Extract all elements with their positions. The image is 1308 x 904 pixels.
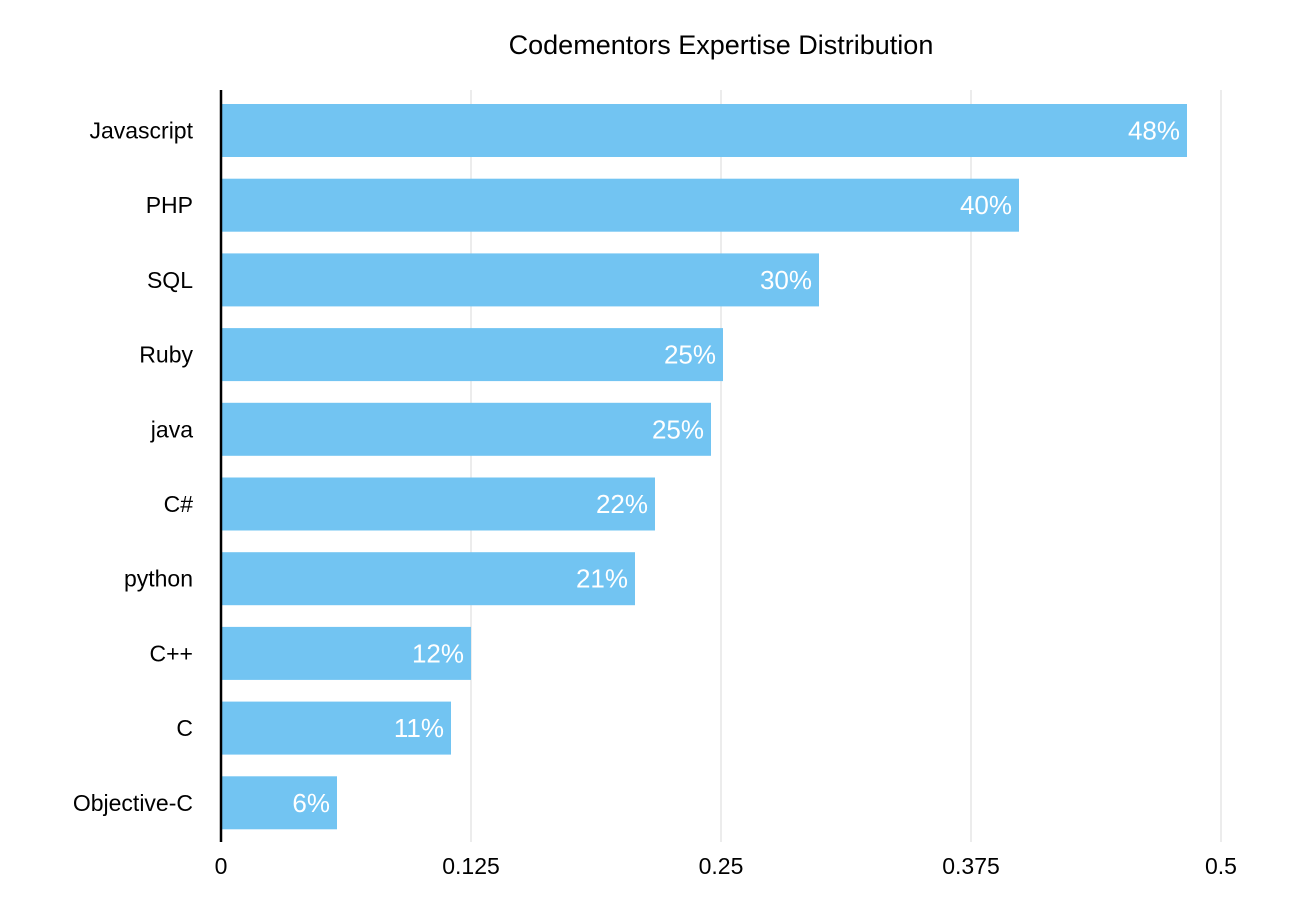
category-label: PHP: [146, 192, 193, 218]
data-label: 40%: [960, 190, 1012, 220]
category-label: C#: [164, 491, 194, 517]
bar-c-: [221, 477, 655, 531]
data-label: 25%: [664, 340, 716, 370]
category-label: SQL: [147, 267, 193, 293]
data-label: 11%: [394, 713, 444, 743]
category-labels: Javascript PHP SQL Ruby java C# python C++ C Obje…: [73, 118, 194, 816]
x-tick-label: 0.25: [699, 853, 744, 879]
category-label: C++: [150, 640, 193, 666]
data-label: 22%: [596, 489, 648, 519]
bar-javascript: [221, 104, 1187, 157]
bars: [221, 104, 1187, 830]
category-label: Objective-C: [73, 790, 193, 816]
x-tick-label: 0.125: [442, 853, 500, 879]
data-label: 21%: [576, 564, 628, 594]
bar-objective-c: [221, 776, 337, 830]
category-label: Ruby: [139, 342, 193, 368]
bar-ruby: [221, 328, 723, 382]
bar-python: [221, 552, 635, 606]
x-axis-ticks: 0 0.125 0.25 0.375 0.5: [215, 853, 1237, 879]
data-label: 6%: [292, 788, 330, 818]
data-labels: 48% 40% 30% 25% 25% 22% 21% 12% 11% 6%: [292, 116, 1180, 818]
data-label: 12%: [412, 638, 464, 668]
bar-php: [221, 178, 1019, 232]
bar-c: [221, 701, 451, 755]
x-tick-label: 0.5: [1205, 853, 1237, 879]
data-label: 30%: [760, 265, 812, 295]
chart-title: Codementors Expertise Distribution: [509, 30, 934, 60]
category-label: java: [150, 416, 193, 442]
bar-c-: [221, 626, 471, 680]
x-tick-label: 0.375: [942, 853, 1000, 879]
x-tick-label: 0: [215, 853, 228, 879]
bar-sql: [221, 253, 819, 307]
data-label: 48%: [1128, 116, 1180, 146]
category-label: Javascript: [89, 118, 193, 144]
bar-java: [221, 402, 711, 456]
category-label: python: [124, 566, 193, 592]
category-label: C: [176, 715, 193, 741]
data-label: 25%: [652, 414, 704, 444]
